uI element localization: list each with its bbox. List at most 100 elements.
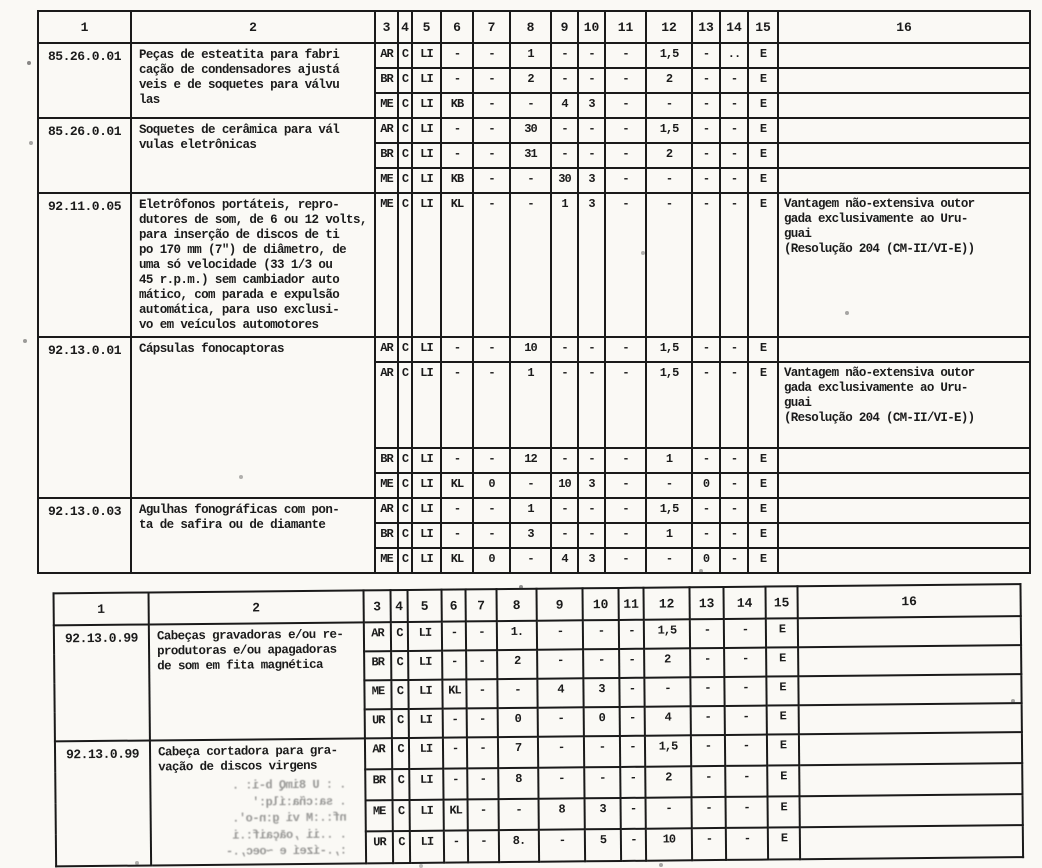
value-cell: ME (374, 192, 399, 338)
table-row: ME C LI KL 0-10 3- -0- E (38, 472, 1031, 499)
table-row: 85.26.0.01 Soquetes de cerâmica para vál … (37, 117, 1031, 194)
value-cell: - (604, 42, 647, 69)
observation-cell (777, 547, 1031, 574)
observation-cell (777, 472, 1031, 499)
value-cell: E (747, 142, 779, 169)
value-cell: - (537, 649, 584, 679)
value-cell: - (509, 547, 552, 574)
value-cell: - (472, 447, 511, 474)
value-cell: - (577, 67, 606, 94)
value-cell: - (441, 621, 467, 651)
value-cell: - (467, 799, 499, 831)
value-cell: - (440, 42, 474, 69)
value-cell: C (390, 621, 409, 652)
table-row: BR C LI - -12- - -1- - E (38, 447, 1031, 474)
table-row: BR C LI - -31- - -2- - E (38, 142, 1031, 169)
column-header-9: 9 (550, 10, 579, 44)
value-cell: AR (363, 622, 392, 652)
item-code-cell: 92.11.0.05 (37, 192, 132, 338)
column-header-13: 13 (691, 10, 721, 44)
value-cell: - (509, 92, 552, 119)
value-cell: AR (364, 738, 393, 770)
value-cell: - (620, 797, 646, 830)
product-description-cell: Agulhas fonográficas com pon- ta de safi… (130, 497, 376, 574)
value-cell: - (466, 737, 499, 769)
observation-cell (777, 497, 1031, 524)
value-cell: - (443, 830, 469, 863)
value-cell: - (577, 361, 606, 449)
table-row: ME C LI KB - -4 3- - - - E (38, 92, 1031, 119)
value-cell: 3 (509, 522, 552, 549)
value-cell: - (719, 336, 749, 363)
value-cell: C (397, 522, 413, 549)
column-header-9: 9 (536, 588, 583, 621)
value-cell: - (509, 167, 552, 194)
value-cell: - (690, 647, 725, 678)
observation-cell (777, 67, 1031, 94)
value-cell: - (440, 336, 474, 363)
value-cell: - (538, 829, 586, 862)
item-code-cell: 92.13.0.99 (53, 624, 150, 742)
value-cell: LI (411, 67, 442, 94)
value-cell: UR (364, 709, 392, 739)
observation-cell (777, 92, 1031, 119)
value-cell: 8 (538, 798, 585, 831)
value-cell: C (397, 497, 413, 524)
bleed-through-ghost-text: . : U 8imQ b-i: . . sa:cña:ílq:' nf:.:M … (226, 777, 348, 859)
value-cell: - (620, 766, 646, 799)
value-cell: E (747, 42, 779, 69)
product-description-text: Cápsulas fonocaptoras (139, 342, 285, 356)
value-cell: 2 (509, 67, 552, 94)
value-cell: 1 (645, 447, 693, 474)
value-cell: 8. (498, 830, 540, 862)
value-cell: LI (411, 192, 442, 338)
value-cell: - (472, 336, 511, 363)
value-cell: BR (365, 769, 393, 801)
value-cell: - (467, 830, 500, 862)
value-cell: - (619, 706, 645, 736)
value-cell: - (719, 522, 749, 549)
value-cell: - (472, 142, 511, 169)
value-cell: - (619, 648, 645, 678)
value-cell: - (472, 361, 511, 449)
value-cell: LI (409, 768, 444, 801)
column-header-16: 16 (777, 10, 1031, 44)
column-header-5: 5 (411, 10, 442, 44)
column-header-6: 6 (441, 589, 466, 622)
value-cell: - (604, 167, 647, 194)
value-cell: E (747, 92, 779, 119)
value-cell: E (747, 547, 779, 574)
observation-cell: Vantagem não-extensiva outor gada exclus… (777, 361, 1031, 449)
value-cell: C (392, 800, 410, 832)
column-header-12: 12 (645, 10, 693, 44)
value-cell: - (550, 67, 579, 94)
item-code-cell: 92.13.0.01 (37, 336, 132, 499)
value-cell: 1 (645, 522, 693, 549)
value-cell: - (689, 618, 725, 649)
value-cell: - (577, 336, 606, 363)
value-cell: - (550, 361, 579, 449)
value-cell: KL (440, 192, 474, 338)
value-cell: - (719, 447, 749, 474)
observation-cell (777, 336, 1031, 363)
product-description-cell: Peças de esteatita para fabri cação de c… (130, 42, 376, 119)
value-cell: - (440, 117, 474, 144)
value-cell: - (691, 522, 721, 549)
product-description-text: Cabeça cortadora para gra- vação de disc… (157, 743, 338, 775)
value-cell: 0 (497, 707, 538, 738)
value-cell: - (604, 192, 647, 338)
value-cell: 1,5 (645, 42, 693, 69)
value-cell: - (691, 117, 721, 144)
value-cell: - (550, 42, 579, 69)
value-cell: - (440, 361, 474, 449)
header-row: 1 2 3 4 5 6 7 8 9 10 11 12 13 14 15 16 (37, 10, 1031, 44)
value-cell: - (619, 735, 646, 768)
value-cell: C (397, 336, 413, 363)
product-description-text: Cabeças gravadoras e/ou re- produtoras e… (156, 627, 344, 674)
value-cell: E (747, 472, 779, 499)
observation-cell (798, 674, 1022, 706)
table-row: 92.13.0.01 Cápsulas fonocaptoras AR C LI - -10… (37, 336, 1031, 499)
value-cell: 1 (509, 361, 552, 449)
value-cell: BR (374, 67, 399, 94)
column-header-15: 15 (765, 586, 798, 619)
